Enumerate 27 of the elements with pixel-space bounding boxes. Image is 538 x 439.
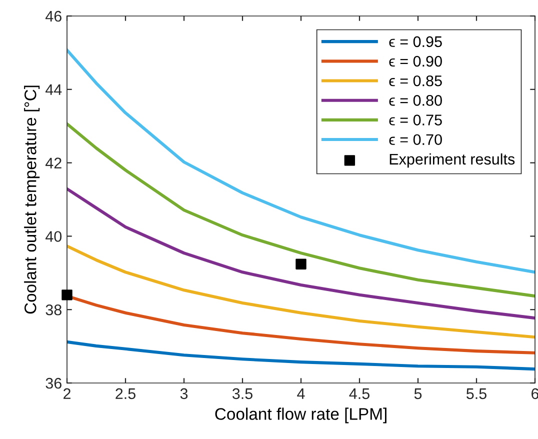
legend-label: Experiment results <box>390 153 515 168</box>
line-series <box>67 187 535 320</box>
y-tick-label: 40 <box>46 231 62 242</box>
y-tick-label: 42 <box>46 158 62 168</box>
x-axis-title: Coolant flow rate [LPM] <box>215 408 386 424</box>
x-tick-label: 5.5 <box>466 388 486 400</box>
y-tick-label: 36 <box>46 378 62 389</box>
y-tick-label: 38 <box>46 304 62 316</box>
y-tick-label: 44 <box>46 84 62 95</box>
x-tick-label: 4.5 <box>349 388 370 400</box>
x-tick-label: 3 <box>180 388 188 400</box>
legend-label: ϵ = 0.80 <box>389 95 442 106</box>
legend-label: ϵ = 0.90 <box>389 56 442 67</box>
legend-label: ϵ = 0.75 <box>389 114 442 126</box>
legend-label: ϵ = 0.70 <box>389 134 442 146</box>
y-axis-title: Coolant outlet temperature [°C] <box>24 86 40 314</box>
legend-label: ϵ = 0.95 <box>389 36 442 48</box>
x-tick-label: 2.5 <box>116 388 136 400</box>
line-series <box>67 340 535 371</box>
line-series <box>67 244 535 339</box>
x-tick-label: 5 <box>414 388 422 400</box>
x-tick-label: 4 <box>297 388 305 399</box>
line-series <box>67 48 535 274</box>
x-tick-label: 3.5 <box>232 388 252 400</box>
legend-label: ϵ = 0.85 <box>389 75 442 86</box>
y-tick-label: 46 <box>46 10 62 22</box>
x-tick-label: 2 <box>64 388 70 399</box>
